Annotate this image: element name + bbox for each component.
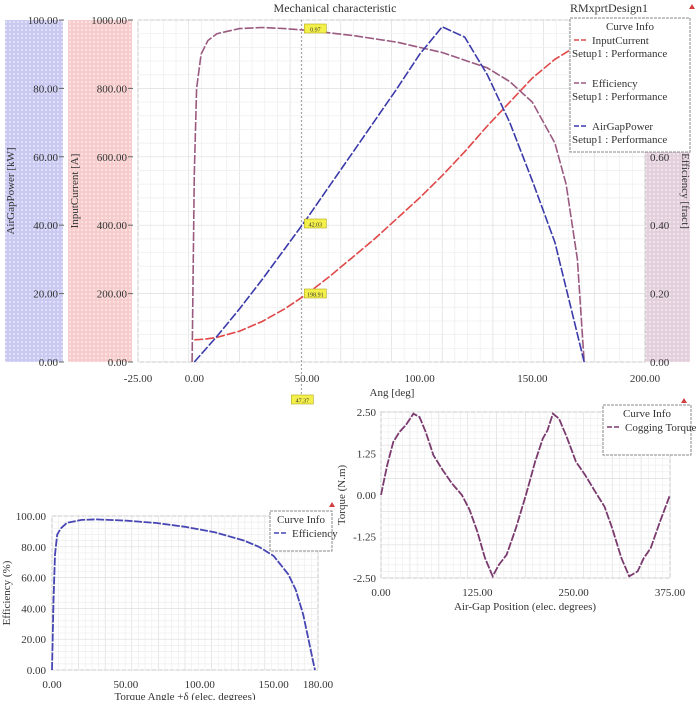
series-line-inputcurrent — [194, 43, 583, 341]
legend-entry-source: Setup1 : Performance — [572, 134, 667, 146]
x-tick-label: 375.00 — [655, 587, 686, 599]
chart-title: Mechanical characteristic — [274, 1, 397, 15]
main-x-axis-label: Ang [deg] — [370, 387, 415, 399]
eff-y-axis-label: Efficiency (%) — [1, 560, 13, 625]
corner-marker-icon — [689, 4, 695, 9]
legend-title: Curve Info — [623, 408, 671, 420]
y-tick-label: 0.00 — [357, 490, 377, 502]
series-line-cogging-torque — [380, 412, 671, 579]
y-tick-label-eff: 0.40 — [650, 220, 670, 232]
marker-label-box — [291, 394, 314, 405]
y-tick-label-eff: 0.60 — [650, 152, 670, 164]
x-tick-label: 180.00 — [303, 679, 334, 691]
y-axis-label-efficiency: Efficiency [fract] — [679, 153, 691, 229]
y-tick-label: 80.00 — [21, 542, 46, 554]
x-tick-label: 0.00 — [185, 373, 205, 385]
cog-y-axis-label: Torque (N.m) — [336, 465, 348, 526]
y-tick-label-power: 60.00 — [33, 152, 58, 164]
axis-band-texture — [5, 20, 63, 362]
y-tick-label-current: 400.00 — [97, 220, 128, 232]
y-tick-label: 2.50 — [357, 407, 377, 419]
series-line-airgappower — [193, 25, 585, 363]
y-tick-label-power: 0.00 — [39, 357, 59, 369]
y-tick-label: 20.00 — [21, 634, 46, 646]
y-tick-label: 60.00 — [21, 573, 46, 585]
x-tick-label: 50.00 — [295, 373, 320, 385]
marker-label-box — [304, 288, 327, 299]
y-tick-label-current: 600.00 — [97, 152, 128, 164]
legend-entry: InputCurrent — [592, 35, 649, 47]
y-tick-label-current: 0.00 — [108, 357, 128, 369]
y-tick-label-power: 80.00 — [33, 83, 58, 95]
y-tick-label-power: 40.00 — [33, 220, 58, 232]
series-line-efficiency — [51, 518, 316, 671]
corner-marker-icon — [681, 398, 687, 403]
legend-entry-source: Setup1 : Performance — [572, 91, 667, 103]
x-tick-label: 125.00 — [462, 587, 493, 599]
legend-title: Curve Info — [277, 514, 325, 526]
y-tick-label-eff: 0.00 — [650, 357, 670, 369]
corner-marker-icon — [329, 502, 335, 507]
mechanical-characteristic-chart: 0.00 20.00 40.00 60.00 80.00 100.00 0.00 200.00… — [5, 4, 695, 405]
marker-label: 42.03 — [309, 223, 323, 229]
legend-box — [269, 510, 333, 552]
legend-entry: AirGapPower — [592, 121, 653, 133]
legend-entry-source: Setup1 : Performance — [572, 48, 667, 60]
x-tick-label: 150.00 — [259, 679, 290, 691]
cog-x-axis-label: Air-Gap Position (elec. degrees) — [454, 601, 596, 613]
y-tick-label-current: 1000.00 — [91, 15, 127, 27]
x-tick-label: 100.00 — [405, 373, 436, 385]
x-tick-label: 150.00 — [517, 373, 548, 385]
x-tick-label: 200.00 — [630, 373, 661, 385]
y-tick-label: -1.25 — [353, 532, 376, 544]
y-axis-label-current: InputCurrent [A] — [69, 154, 81, 229]
legend-box — [569, 17, 691, 153]
y-tick-label-eff: 0.20 — [650, 289, 670, 301]
series-line-efficiency — [191, 26, 585, 363]
y-axis-label-power: AirGapPower [kW] — [5, 147, 17, 234]
eff-x-axis-label: Torque Angle +δ (elec. degrees) — [114, 691, 255, 700]
marker-label: 0.97 — [310, 28, 321, 34]
legend-entry: Efficiency — [592, 78, 638, 90]
marker-label-box — [304, 218, 327, 229]
axis-band-texture — [68, 20, 132, 362]
x-tick-label: 0.00 — [371, 587, 391, 599]
y-tick-label-power: 20.00 — [33, 289, 58, 301]
efficiency-chart: 0.00 20.00 40.00 60.00 80.00 100.00 0.00 50.00 1… — [16, 502, 338, 691]
y-tick-label: 0.00 — [27, 665, 47, 677]
cogging-torque-chart: -2.50 -1.25 0.00 1.25 2.50 0.00 125.00 250.00 37… — [353, 398, 697, 599]
legend-box — [602, 404, 692, 456]
x-tick-label: 50.00 — [114, 679, 139, 691]
marker-label: 198.91 — [307, 293, 324, 299]
legend-entry: Cogging Torque — [625, 422, 697, 434]
legend-title: Curve Info — [606, 21, 654, 33]
marker-label: 47.37 — [296, 399, 310, 405]
y-tick-label-power: 100.00 — [28, 15, 59, 27]
y-tick-label: -2.50 — [353, 573, 376, 585]
y-tick-label-current: 800.00 — [97, 83, 128, 95]
legend-entry: Efficiency — [292, 528, 338, 540]
design-label: RMxprtDesign1 — [570, 1, 648, 15]
y-tick-label-current: 200.00 — [97, 289, 128, 301]
x-tick-label: 250.00 — [559, 587, 590, 599]
x-tick-label: 100.00 — [185, 679, 216, 691]
y-tick-label: 100.00 — [16, 511, 47, 523]
marker-label-box — [304, 23, 327, 34]
y-tick-label: 1.25 — [357, 449, 377, 461]
x-tick-label: -25.00 — [124, 373, 153, 385]
x-tick-label: 0.00 — [42, 679, 62, 691]
y-tick-label: 40.00 — [21, 603, 46, 615]
